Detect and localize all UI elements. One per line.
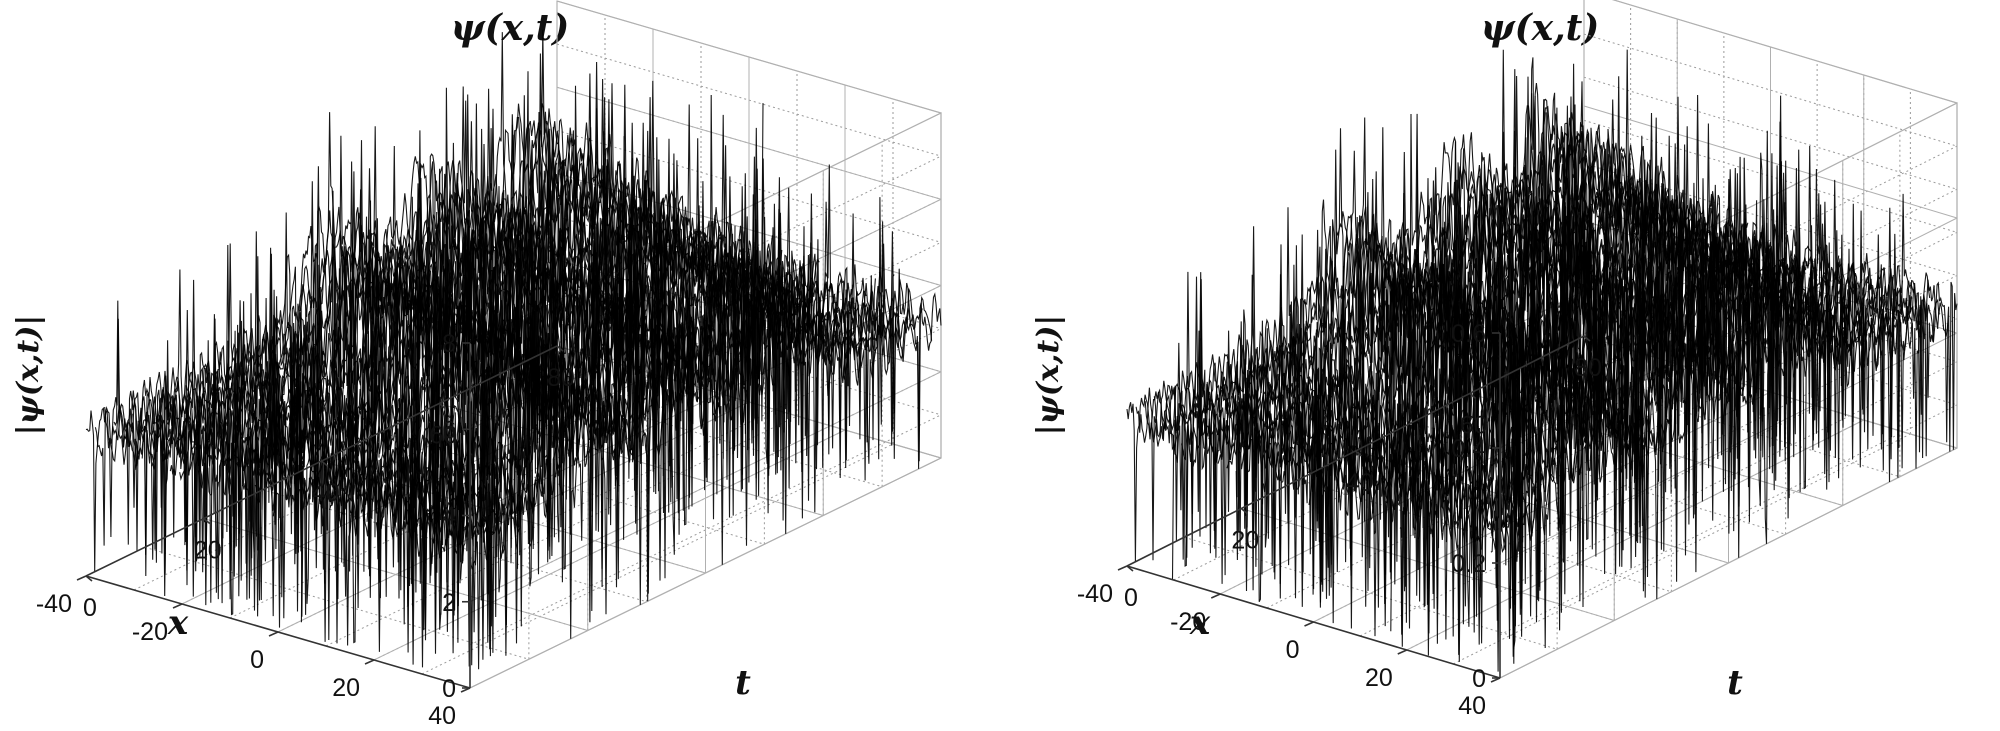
t-tick-label: 20 (194, 537, 222, 565)
x-tick-mark (1304, 621, 1314, 627)
x-tick-label: 20 (332, 674, 360, 702)
t-tick-mark (1354, 450, 1363, 457)
t-axis-label: t (735, 663, 751, 703)
t-tick-labels: 0 20 40 60 80 (83, 345, 575, 622)
surface-curve (85, 32, 558, 572)
t-tick-mark (1469, 392, 1477, 400)
t-tick-labels: 0 20 40 60 80 (1124, 335, 1602, 612)
x-tick-mark (1117, 565, 1128, 571)
surface-curve (1135, 76, 1594, 561)
t-tick-label: 60 (1460, 412, 1488, 440)
t-tick-mark (438, 402, 446, 410)
x-tick-label: 20 (1365, 664, 1393, 692)
surface-mesh (85, 29, 942, 670)
x-axis-label: x (167, 603, 189, 643)
t-tick-label: 40 (1346, 469, 1374, 497)
t-tick-label: 80 (547, 364, 575, 392)
x-tick-label: 40 (428, 702, 456, 730)
z-tick-label: 4 (442, 503, 456, 531)
surface-plot-left: ψ(x,t) 0 2 4 6 8 -40 -20 0 20 40 0 20 40 60 80 |ψ(x,… (11, 0, 942, 730)
x-tick-mark (1397, 649, 1408, 655)
grid-line (469, 371, 942, 603)
z-tick-labels: 0 2 4 6 8 (442, 330, 470, 703)
x-tick-labels: -40 -20 0 20 40 (1077, 565, 1501, 720)
x-tick-label: 40 (1458, 692, 1486, 720)
t-tick-mark (556, 345, 564, 352)
grid-line (556, 0, 942, 114)
grid-line (469, 457, 942, 689)
surface-curve (244, 80, 717, 617)
t-tick-label: 0 (1124, 584, 1138, 612)
x-tick-label: 0 (1286, 636, 1300, 664)
grid-line (469, 414, 942, 646)
z-tick-labels: 0 0.2 0.4 0.6 (1451, 320, 1500, 693)
t-tick-mark (1240, 507, 1248, 515)
surface-curve (1153, 57, 1612, 560)
z-tick-label: 2 (442, 589, 456, 617)
t-tick-mark (203, 517, 211, 525)
x-tick-label: -20 (132, 618, 168, 646)
surface-curve (1144, 49, 1603, 548)
plot-title: ψ(x,t) (1481, 7, 1600, 49)
z-tick-label: 0.4 (1451, 435, 1486, 463)
grid-line (469, 155, 942, 387)
t-tick-label: 80 (1574, 354, 1602, 382)
x-tick-mark (364, 659, 375, 665)
t-tick-mark (320, 460, 329, 467)
z-tick-label: 0.6 (1451, 320, 1486, 348)
surface-curve (1126, 105, 1585, 562)
x-tick-mark (1210, 593, 1221, 599)
z-tick-label: 0.2 (1451, 550, 1486, 578)
x-tick-mark (460, 687, 471, 693)
t-axis-label: t (1727, 663, 1743, 703)
grid-line (1612, 0, 1958, 104)
t-tick-label: 40 (312, 479, 340, 507)
t-tick-label: 60 (429, 422, 457, 450)
x-tick-label: -40 (1077, 580, 1113, 608)
t-tick-mark (1126, 565, 1134, 572)
x-tick-mark (76, 575, 87, 581)
x-tick-label: -20 (1170, 608, 1206, 636)
plot-title: ψ(x,t) (451, 7, 570, 49)
z-tick-label: 0 (1472, 665, 1486, 693)
z-tick-label: 0 (442, 675, 456, 703)
surface-curve (141, 130, 614, 571)
x-tick-label: -40 (36, 590, 72, 618)
t-tick-mark (1583, 335, 1591, 342)
grid-line (469, 112, 942, 344)
t-tick-label: 0 (83, 594, 97, 622)
z-axis-label: |ψ(x,t)| (1031, 315, 1066, 436)
x-tick-mark (172, 603, 183, 609)
grid-line (1583, 105, 1958, 219)
x-tick-mark (1490, 677, 1501, 683)
t-tick-mark (85, 575, 93, 582)
z-axis-label: |ψ(x,t)| (11, 315, 46, 436)
grid-line (1499, 447, 1958, 679)
surface-mesh (1126, 49, 1958, 672)
grid-line (325, 415, 798, 647)
t-tick-label: 20 (1231, 527, 1259, 555)
x-tick-mark (268, 631, 279, 637)
grid-line (469, 328, 942, 560)
z-tick-label: 6 (442, 416, 456, 444)
surface-curve (151, 99, 624, 561)
surface-curve (122, 94, 596, 577)
grid-line (556, 86, 942, 200)
surface-curve (94, 86, 567, 550)
x-tick-label: 0 (250, 646, 264, 674)
x-axis-label: x (1189, 603, 1211, 643)
z-tick-label: 8 (442, 330, 456, 358)
surface-curve (431, 197, 905, 659)
